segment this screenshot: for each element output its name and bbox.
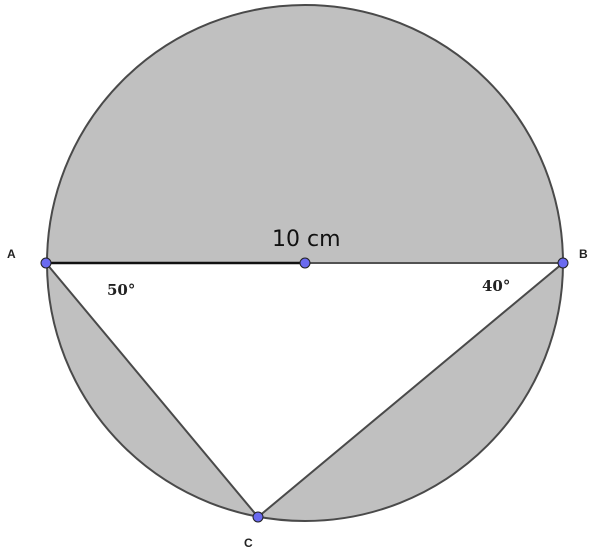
segment-label: 10 cm bbox=[272, 227, 341, 252]
point bbox=[557, 257, 569, 269]
point-label: C bbox=[244, 536, 253, 548]
point bbox=[252, 511, 264, 523]
point-label: B bbox=[579, 247, 588, 261]
angle-label: 50° bbox=[107, 281, 135, 299]
point-label: A bbox=[7, 247, 16, 261]
angle-label: 40° bbox=[482, 277, 510, 295]
center-point bbox=[299, 257, 311, 269]
point bbox=[40, 257, 52, 269]
